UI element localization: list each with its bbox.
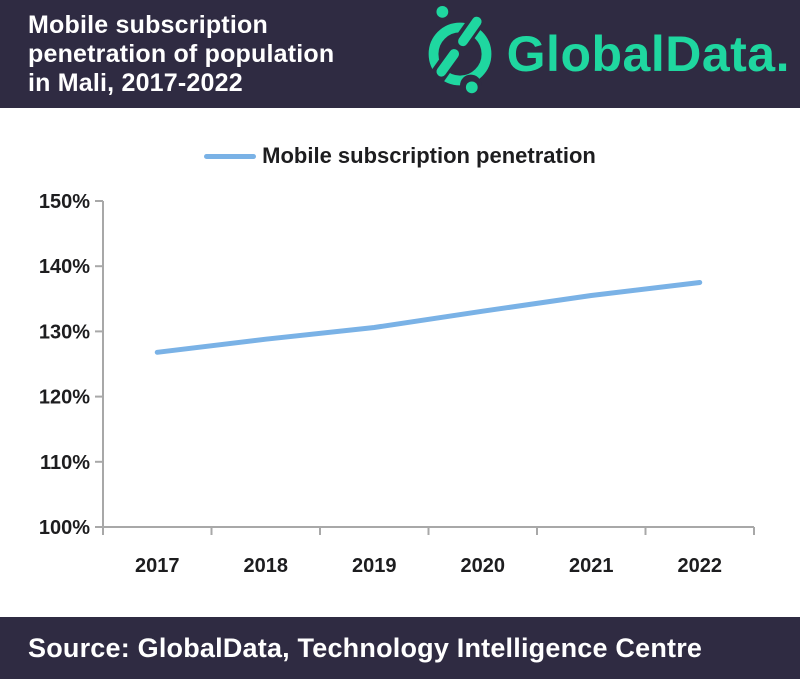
legend-label: Mobile subscription penetration [262,143,596,168]
chart-title-line-2: penetration of population [28,39,335,68]
chart-title-line-3: in Mali, 2017-2022 [28,68,243,97]
x-axis-label: 2018 [244,555,289,577]
x-axis-label: 2022 [678,555,723,577]
legend-line-swatch [204,153,257,159]
axis-lines [102,201,754,528]
y-axis-label: 150% [39,191,90,213]
x-axis-label: 2021 [569,555,614,577]
source-bar: Source: GlobalData, Technology Intellige… [0,617,800,679]
globaldata-logo-text: GlobalData. [506,26,790,82]
y-axis-label: 120% [39,387,90,409]
y-axis-label: 100% [39,517,90,539]
line-chart: 100% 110% 120% 130% 140% 150% 2017 2018 2019 2020… [39,191,755,577]
chart-title: Mobile subscription penetration of popul… [28,11,334,98]
header-bar: Mobile subscription penetration of popul… [0,0,800,108]
series-line-mobile-subscription-penetration [154,280,703,355]
x-axis-label: 2017 [135,555,180,577]
globaldata-logo-icon [428,5,492,97]
source-text: Source: GlobalData, Technology Intellige… [28,632,703,663]
x-axis-label: 2019 [352,555,397,577]
y-axis-label: 130% [39,321,90,343]
legend: Mobile subscription penetration [0,141,800,171]
chart-title-line-1: Mobile subscription [28,10,268,39]
y-axis-label: 110% [40,452,90,474]
y-axis-label: 140% [39,256,90,278]
x-axis-label: 2020 [461,555,506,577]
globaldata-logo: GlobalData. [421,0,790,108]
